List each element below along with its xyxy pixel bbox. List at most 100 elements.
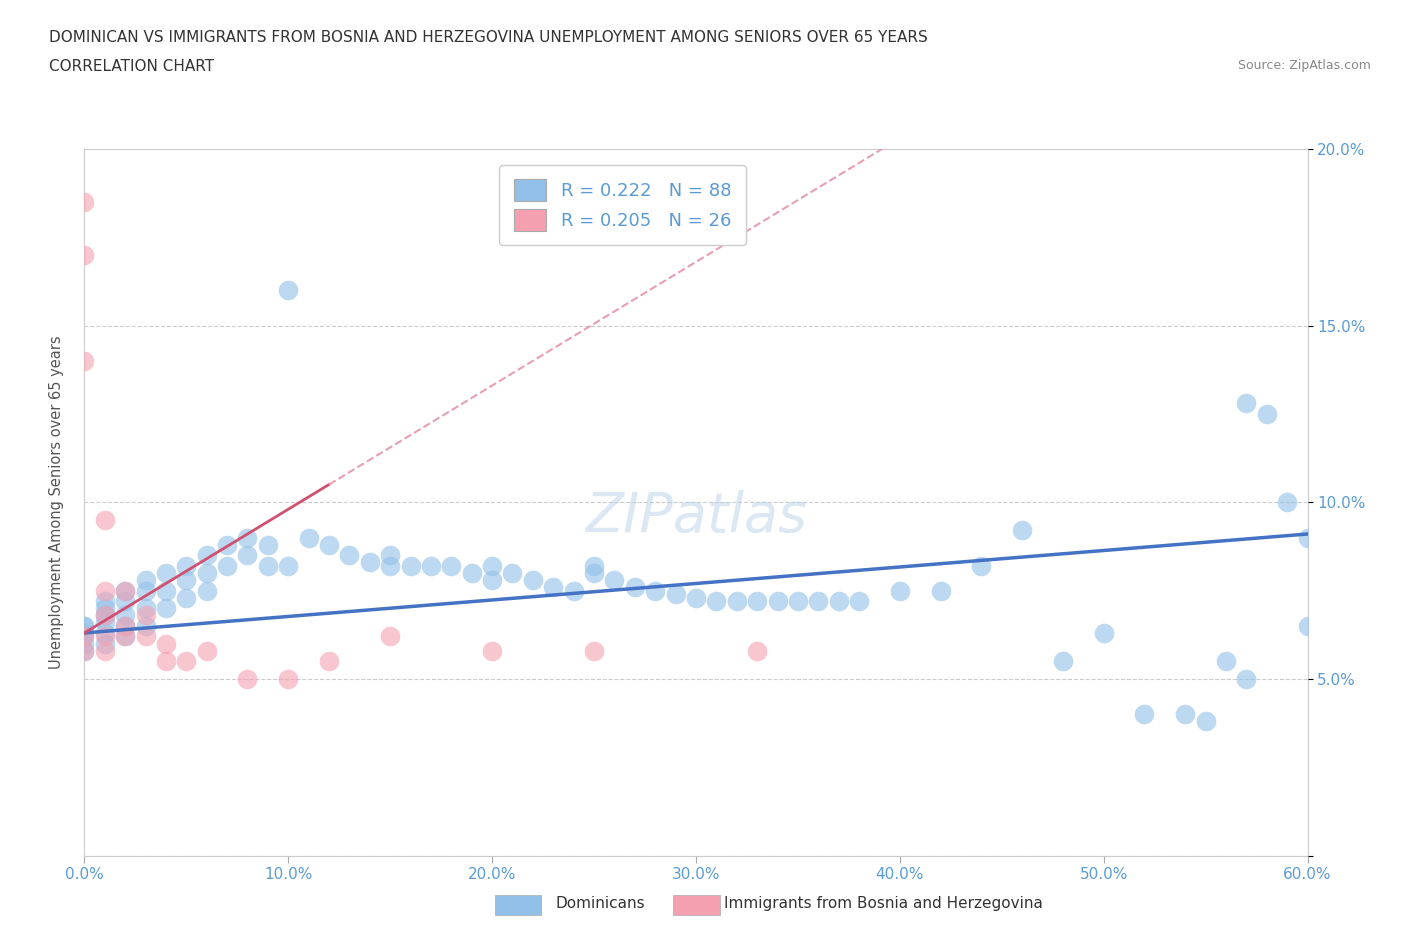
Point [380,558,402,573]
Point [73,636,96,651]
Point [543,579,565,594]
Point [155,601,177,616]
Point [481,573,503,588]
Point [73,644,96,658]
Point [970,558,993,573]
Point [73,644,96,658]
Point [277,558,299,573]
Point [1195,714,1218,729]
Point [461,565,484,580]
Point [93,583,117,598]
Point [399,558,422,573]
Point [73,629,96,644]
Point [135,618,157,633]
Point [114,629,136,644]
Text: CORRELATION CHART: CORRELATION CHART [49,59,214,73]
Text: ZIPatlas: ZIPatlas [585,490,807,543]
Point [725,593,748,608]
Point [155,654,177,669]
Point [176,573,198,588]
Point [1174,707,1197,722]
Point [257,558,280,573]
Point [195,548,218,563]
Point [114,583,136,598]
Point [440,558,463,573]
Point [155,636,177,651]
Point [583,558,606,573]
Point [93,593,117,608]
Point [114,608,136,623]
Point [848,593,870,608]
Point [665,587,688,602]
Point [787,593,810,608]
Point [502,565,524,580]
Point [73,626,96,641]
Point [583,565,606,580]
Point [481,644,503,658]
Point [1277,495,1299,510]
Text: Dominicans: Dominicans [555,897,645,911]
Point [176,654,198,669]
Point [114,629,136,644]
Point [114,583,136,598]
Y-axis label: Unemployment Among Seniors over 65 years: Unemployment Among Seniors over 65 years [49,336,63,669]
Point [195,583,218,598]
Point [236,548,259,563]
Point [298,530,321,545]
Point [420,558,443,573]
Point [155,583,177,598]
Point [318,654,340,669]
Point [135,608,157,623]
Point [624,579,647,594]
Point [114,593,136,608]
Point [1052,654,1074,669]
Point [135,601,157,616]
Point [1296,618,1319,633]
Point [176,558,198,573]
Point [747,593,769,608]
Point [176,591,198,605]
Point [889,583,911,598]
Point [135,629,157,644]
Point [644,583,666,598]
Point [277,283,299,298]
Point [380,548,402,563]
Point [766,593,789,608]
Point [1236,671,1258,686]
Point [73,629,96,644]
Point [217,538,239,552]
Point [195,565,218,580]
Point [257,538,280,552]
Point [318,538,340,552]
Point [93,615,117,630]
Point [603,573,626,588]
Point [706,593,728,608]
Legend: R = 0.222   N = 88, R = 0.205   N = 26: R = 0.222 N = 88, R = 0.205 N = 26 [499,165,745,246]
Point [1092,626,1115,641]
Point [562,583,585,598]
Point [339,548,361,563]
Point [1236,396,1258,411]
Point [828,593,851,608]
Point [522,573,544,588]
Point [929,583,952,598]
Point [1296,530,1319,545]
Point [135,573,157,588]
Point [73,618,96,633]
Point [1011,523,1033,538]
Point [1256,406,1278,421]
Point [236,530,259,545]
Point [73,618,96,633]
Point [195,644,218,658]
Point [93,608,117,623]
Point [807,593,830,608]
Point [217,558,239,573]
Point [114,618,136,633]
Point [73,194,96,209]
Point [135,583,157,598]
Point [685,591,707,605]
Text: Immigrants from Bosnia and Herzegovina: Immigrants from Bosnia and Herzegovina [724,897,1043,911]
Point [236,671,259,686]
Point [93,608,117,623]
Point [277,671,299,686]
